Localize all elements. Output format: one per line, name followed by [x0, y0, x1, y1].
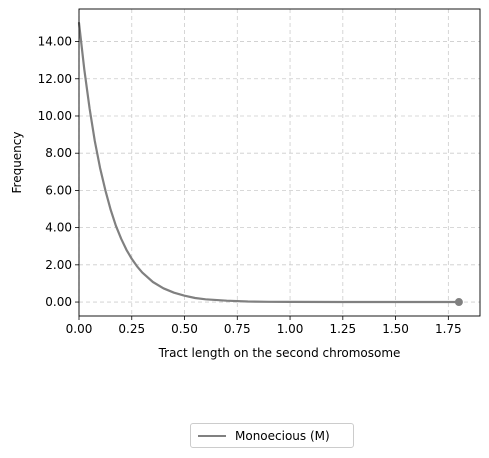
- series-layer: [77, 21, 463, 307]
- x-tick-label: 1.50: [382, 322, 409, 336]
- y-tick-label: 10.00: [38, 109, 72, 123]
- y-tick-label: 14.00: [38, 35, 72, 49]
- y-tick-label: 6.00: [45, 183, 72, 197]
- x-tick-label: 1.75: [435, 322, 462, 336]
- x-axis-ticks: 0.00 0.25 0.50 0.75 1.00 1.25 1.50 1.75: [66, 316, 462, 336]
- y-tick-label: 0.00: [45, 295, 72, 309]
- legend-line-swatch: [198, 434, 226, 437]
- x-tick-label: 1.25: [329, 322, 356, 336]
- y-tick-label: 4.00: [45, 221, 72, 235]
- grid-lines: [78, 9, 480, 316]
- legend: Monoecious (M): [190, 423, 354, 448]
- x-tick-label: 0.00: [66, 322, 93, 336]
- series-line-monoecious: [77, 21, 460, 304]
- x-axis-label: Tract length on the second chromosome: [158, 346, 401, 360]
- x-tick-label: 0.75: [224, 322, 251, 336]
- y-axis-ticks: 0.00 2.00 4.00 6.00 8.00 10.00 12.00 14.00: [38, 35, 79, 309]
- series-end-marker: [454, 298, 463, 307]
- y-tick-label: 2.00: [45, 258, 72, 272]
- x-tick-label: 0.25: [118, 322, 145, 336]
- y-tick-label: 12.00: [38, 72, 72, 86]
- plot-area-frame: [78, 8, 481, 317]
- x-tick-label: 1.00: [277, 322, 304, 336]
- y-axis-label: Frequency: [10, 132, 24, 194]
- x-tick-label: 0.50: [171, 322, 198, 336]
- y-tick-label: 8.00: [45, 146, 72, 160]
- legend-label-monoecious: Monoecious (M): [235, 428, 330, 443]
